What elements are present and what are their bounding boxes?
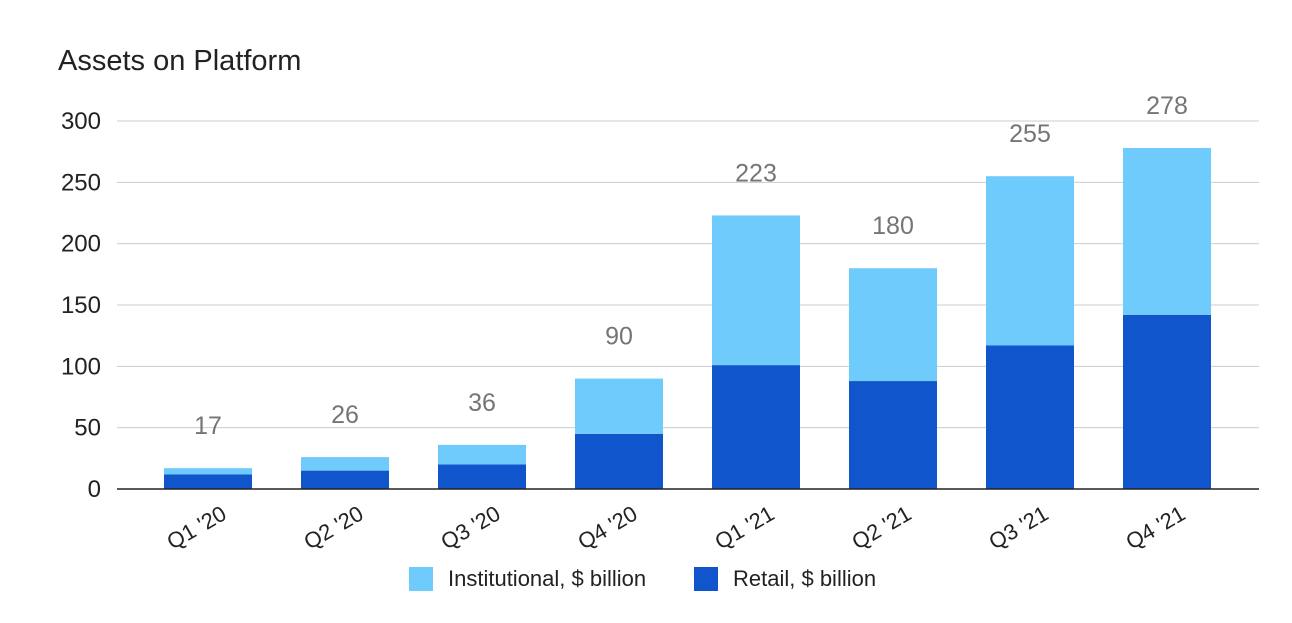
chart-title: Assets on Platform <box>58 45 301 77</box>
y-tick-200: 200 <box>61 231 101 258</box>
legend-label-retail: Retail, $ billion <box>733 566 876 591</box>
x-tick-0: Q1 '20 <box>162 501 230 555</box>
bar-institutional-7 <box>1123 147 1211 315</box>
x-tick-6: Q3 '21 <box>984 501 1052 555</box>
total-label-7: 278 <box>1146 92 1188 120</box>
y-tick-100: 100 <box>61 353 101 380</box>
x-tick-2: Q3 '20 <box>436 501 504 555</box>
bar-retail-3 <box>575 433 663 489</box>
bar-retail-1 <box>301 470 389 489</box>
bar-retail-4 <box>712 365 800 489</box>
bar-institutional-5 <box>849 268 937 382</box>
y-tick-0: 0 <box>88 476 101 503</box>
x-tick-3: Q4 '20 <box>573 501 641 555</box>
x-tick-7: Q4 '21 <box>1121 501 1189 555</box>
total-label-5: 180 <box>872 212 914 240</box>
bar-institutional-4 <box>712 215 800 366</box>
y-tick-50: 50 <box>74 415 101 442</box>
bar-institutional-0 <box>164 468 252 475</box>
y-tick-150: 150 <box>61 292 101 319</box>
bars <box>164 147 1211 489</box>
x-axis-ticks: Q1 '20 Q2 '20 Q3 '20 Q4 '20 Q1 '21 Q2 '21 Q3 '… <box>162 501 1189 555</box>
total-label-4: 223 <box>735 159 777 187</box>
x-tick-5: Q2 '21 <box>847 501 915 555</box>
total-label-1: 26 <box>331 401 359 429</box>
total-label-2: 36 <box>468 389 496 417</box>
y-tick-250: 250 <box>61 169 101 196</box>
bar-retail-6 <box>986 345 1074 489</box>
bar-retail-5 <box>849 381 937 489</box>
legend-label-institutional: Institutional, $ billion <box>448 566 646 591</box>
legend: Institutional, $ billion Retail, $ billi… <box>409 566 876 591</box>
total-labels: 17 26 36 90 223 180 255 278 <box>194 92 1188 440</box>
x-tick-4: Q1 '21 <box>710 501 778 555</box>
x-tick-1: Q2 '20 <box>299 501 367 555</box>
bar-retail-0 <box>164 474 252 489</box>
bar-retail-7 <box>1123 314 1211 489</box>
bar-institutional-1 <box>301 457 389 471</box>
gridlines <box>117 120 1259 429</box>
total-label-0: 17 <box>194 412 222 440</box>
y-tick-300: 300 <box>61 108 101 135</box>
bar-institutional-2 <box>438 444 526 465</box>
legend-swatch-retail <box>694 567 718 591</box>
y-axis-ticks: 0 50 100 150 200 250 300 <box>61 108 101 503</box>
legend-swatch-institutional <box>409 567 433 591</box>
bar-institutional-6 <box>986 176 1074 346</box>
total-label-3: 90 <box>605 323 633 351</box>
bar-retail-2 <box>438 464 526 489</box>
bar-institutional-3 <box>575 378 663 434</box>
total-label-6: 255 <box>1009 120 1051 148</box>
